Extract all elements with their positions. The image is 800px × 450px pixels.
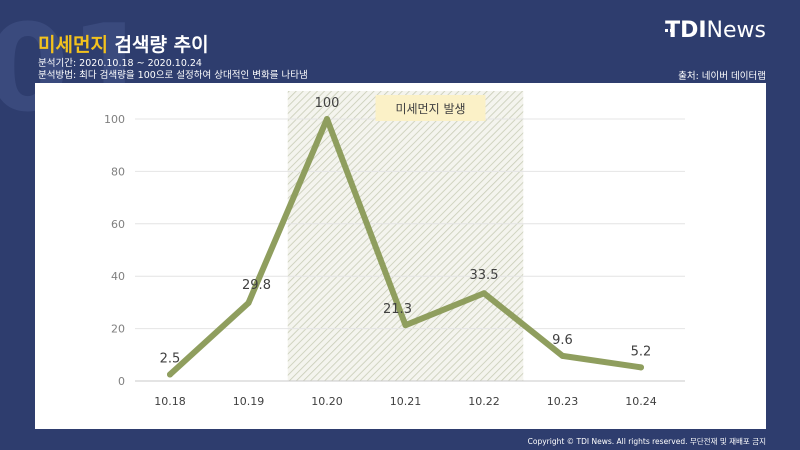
data-source: 출처: 네이버 데이터랩 — [678, 71, 766, 82]
line-chart: 0 20 40 60 80 100 10.18 10.19 10.20 10.21 10.22 10.… — [104, 91, 685, 408]
logo-dots-icon — [665, 13, 675, 38]
title-highlight: 미세먼지 — [38, 34, 108, 56]
x-tick-label: 10.24 — [625, 395, 657, 408]
x-tick-label: 10.22 — [468, 395, 500, 408]
chart-panel: 0 20 40 60 80 100 10.18 10.19 10.20 10.21 10.22 10.… — [35, 83, 766, 429]
y-tick-label: 80 — [111, 165, 125, 178]
annotation-box — [375, 95, 486, 121]
data-label: 21.3 — [383, 302, 412, 317]
x-tick-label: 10.20 — [311, 395, 343, 408]
data-point — [324, 116, 330, 122]
data-point — [167, 371, 173, 378]
data-point — [245, 299, 252, 306]
y-tick-label: 20 — [111, 323, 125, 336]
data-label: 5.2 — [631, 344, 652, 359]
annotation-label: 미세먼지 발생 — [395, 102, 465, 116]
data-label: 100 — [315, 96, 340, 111]
x-tick-label: 10.21 — [390, 395, 422, 408]
copyright-notice: Copyright © TDI News. All rights reserve… — [527, 437, 766, 446]
data-label: 9.6 — [552, 333, 573, 348]
y-tick-label: 100 — [104, 113, 125, 126]
y-tick-label: 0 — [118, 375, 125, 388]
brand-logo: TDINews — [665, 18, 766, 43]
data-point — [559, 352, 566, 359]
data-label: 2.5 — [160, 351, 181, 366]
x-tick-label: 10.23 — [547, 395, 579, 408]
x-tick-label: 10.19 — [233, 395, 265, 408]
title-rest: 검색량 추이 — [107, 34, 209, 56]
logo-light-text: News — [706, 18, 766, 43]
analysis-meta: 분석기간: 2020.10.18 ~ 2020.10.24 분석방법: 최다 검… — [38, 58, 308, 82]
data-point — [481, 290, 487, 297]
data-label: 29.8 — [242, 278, 271, 293]
analysis-period: 분석기간: 2020.10.18 ~ 2020.10.24 — [38, 58, 202, 69]
page-title: 미세먼지 검색량 추이 — [38, 30, 209, 57]
data-point — [638, 364, 644, 371]
highlight-band — [287, 91, 524, 381]
y-tick-label: 60 — [111, 218, 125, 231]
analysis-method: 분석방법: 최다 검색량을 100으로 설정하여 상대적인 변화를 나타냄 — [38, 70, 308, 81]
y-tick-label: 40 — [111, 270, 125, 283]
x-tick-label: 10.18 — [154, 395, 186, 408]
data-label: 33.5 — [470, 268, 499, 283]
data-point — [402, 322, 409, 329]
